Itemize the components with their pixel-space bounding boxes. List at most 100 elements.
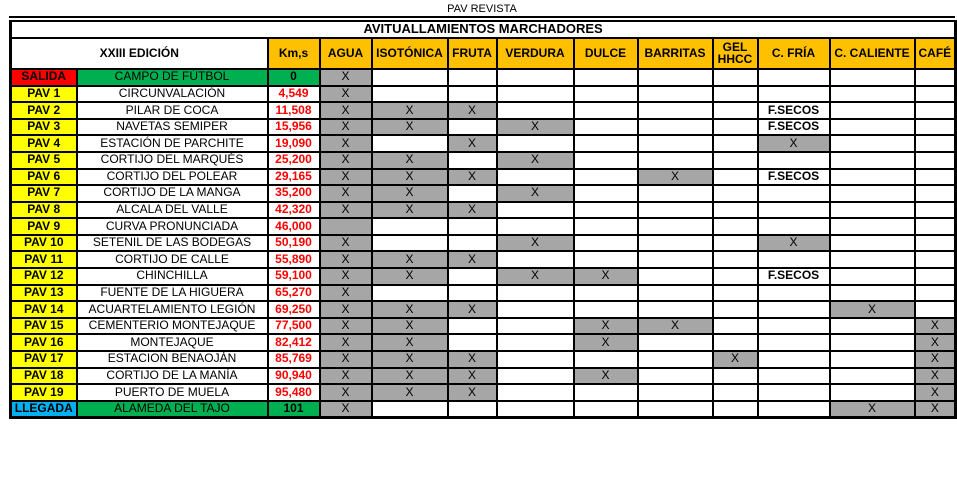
supply-cell-c-caliente	[828, 250, 916, 270]
supply-cell-c-caliente	[828, 84, 916, 104]
column-header-cafe: CAFÉ	[913, 36, 957, 70]
supply-cell-barritas: X	[636, 167, 714, 187]
supply-cell-isotonica: X	[370, 150, 449, 170]
supply-cell-isotonica: X	[370, 300, 449, 319]
km-cell: 19,090	[266, 134, 321, 153]
supply-cell-verdura	[495, 333, 575, 353]
supply-cell-cafe	[913, 250, 957, 270]
supply-cell-gel-hhcc	[711, 167, 759, 187]
supply-cell-barritas	[636, 217, 714, 236]
supply-cell-c-caliente	[828, 350, 916, 369]
supply-cell-cafe: X	[913, 366, 957, 386]
supply-cell-barritas: X	[636, 316, 714, 336]
row-label-cell: PAV 14	[9, 300, 78, 319]
supply-cell-cafe	[913, 84, 957, 104]
km-cell: 42,320	[266, 200, 321, 220]
supply-cell-c-caliente	[828, 267, 916, 286]
column-header-c-caliente: C. CALIENTE	[828, 36, 916, 70]
km-cell: 11,508	[266, 101, 321, 120]
supply-cell-c-caliente: X	[828, 399, 916, 419]
row-label-cell: PAV 9	[9, 217, 78, 236]
supply-cell-dulce	[572, 350, 639, 369]
station-name-cell: CORTIJO DE LA MANGA	[75, 184, 269, 203]
table-row: PAV 12 CHINCHILLA 59,100 X X X X F.SECOS	[9, 267, 957, 286]
supply-cell-gel-hhcc	[711, 316, 759, 336]
supply-cell-dulce	[572, 217, 639, 236]
column-header-isotonica: ISOTÓNICA	[370, 36, 449, 70]
supply-cell-c-caliente: X	[828, 300, 916, 319]
supply-cell-dulce: X	[572, 267, 639, 286]
supply-cell-fruta: X	[446, 250, 498, 270]
km-cell: 65,270	[266, 283, 321, 303]
table-row: PAV 5 CORTIJO DEL MARQUÉS 25,200 X X X	[9, 150, 957, 170]
supply-cell-c-caliente	[828, 217, 916, 236]
table-main-header: AVITUALLAMIENTOS MARCHADORES	[9, 20, 957, 39]
supply-cell-agua: X	[318, 250, 373, 270]
supply-cell-fruta: X	[446, 300, 498, 319]
supply-cell-agua: X	[318, 333, 373, 353]
supply-cell-agua: X	[318, 67, 373, 87]
supply-cell-gel-hhcc	[711, 67, 759, 87]
supply-cell-c-fria	[756, 67, 831, 87]
supply-cell-c-fria	[756, 200, 831, 220]
supply-cell-fruta	[446, 150, 498, 170]
supply-cell-agua: X	[318, 233, 373, 253]
supply-cell-cafe	[913, 233, 957, 253]
column-header-row: XXIII EDICIÓN Km,s AGUA ISOTÓNICA FRUTA VER…	[9, 36, 957, 70]
edition-header: XXIII EDICIÓN	[9, 36, 269, 70]
supply-cell-barritas	[636, 300, 714, 319]
km-cell: 29,165	[266, 167, 321, 187]
supply-cell-fruta: X	[446, 350, 498, 369]
supply-cell-barritas	[636, 267, 714, 286]
page-title: PAV REVISTA	[447, 3, 517, 15]
station-name-cell: NAVETAS SEMIPER	[75, 117, 269, 137]
supply-cell-c-caliente	[828, 333, 916, 353]
supply-cell-gel-hhcc	[711, 200, 759, 220]
supply-cell-gel-hhcc	[711, 84, 759, 104]
supply-cell-verdura	[495, 399, 575, 419]
row-label-cell: PAV 19	[9, 383, 78, 402]
table-row: PAV 1 CIRCUNVALACIÓN 4,549 X	[9, 84, 957, 104]
supply-cell-gel-hhcc	[711, 217, 759, 236]
km-cell: 35,200	[266, 184, 321, 203]
table-row: PAV 17 ESTACION BENAOJÁN 85,769 X X X X X	[9, 350, 957, 369]
station-name-cell: CHINCHILLA	[75, 267, 269, 286]
supply-cell-agua: X	[318, 267, 373, 286]
supply-cell-c-fria: F.SECOS	[756, 101, 831, 120]
station-name-cell: ALAMEDA DEL TAJO	[75, 399, 269, 419]
supply-cell-gel-hhcc	[711, 150, 759, 170]
supply-cell-barritas	[636, 184, 714, 203]
supply-cell-isotonica: X	[370, 350, 449, 369]
supply-cell-verdura	[495, 316, 575, 336]
supply-cell-barritas	[636, 233, 714, 253]
table-row: PAV 9 CURVA PRONUNCIADA 46,000	[9, 217, 957, 236]
km-cell: 0	[266, 67, 321, 87]
station-name-cell: CORTIJO DEL POLEAR	[75, 167, 269, 187]
supply-cell-c-fria: F.SECOS	[756, 167, 831, 187]
supply-cell-agua: X	[318, 150, 373, 170]
supply-cell-dulce	[572, 67, 639, 87]
supply-cell-agua: X	[318, 167, 373, 187]
supply-cell-c-caliente	[828, 316, 916, 336]
row-label-cell: PAV 12	[9, 267, 78, 286]
supply-cell-isotonica: X	[370, 267, 449, 286]
row-label-cell: LLEGADA	[9, 399, 78, 419]
km-cell: 77,500	[266, 316, 321, 336]
row-label-cell: PAV 16	[9, 333, 78, 353]
row-label-cell: PAV 15	[9, 316, 78, 336]
table-row: PAV 10 SETENIL DE LAS BODEGAS 50,190 X X X	[9, 233, 957, 253]
supply-cell-barritas	[636, 283, 714, 303]
column-header-gel-hhcc: GEL HHCC	[711, 36, 759, 70]
km-cell: 50,190	[266, 233, 321, 253]
supply-cell-fruta: X	[446, 134, 498, 153]
row-label-cell: PAV 6	[9, 167, 78, 187]
supply-cell-dulce	[572, 250, 639, 270]
km-cell: 15,956	[266, 117, 321, 137]
supply-cell-cafe	[913, 200, 957, 220]
supply-cell-fruta	[446, 184, 498, 203]
supply-cell-c-fria	[756, 184, 831, 203]
supply-cell-fruta	[446, 233, 498, 253]
supply-cell-agua: X	[318, 300, 373, 319]
station-name-cell: CIRCUNVALACIÓN	[75, 84, 269, 104]
supply-cell-verdura	[495, 217, 575, 236]
